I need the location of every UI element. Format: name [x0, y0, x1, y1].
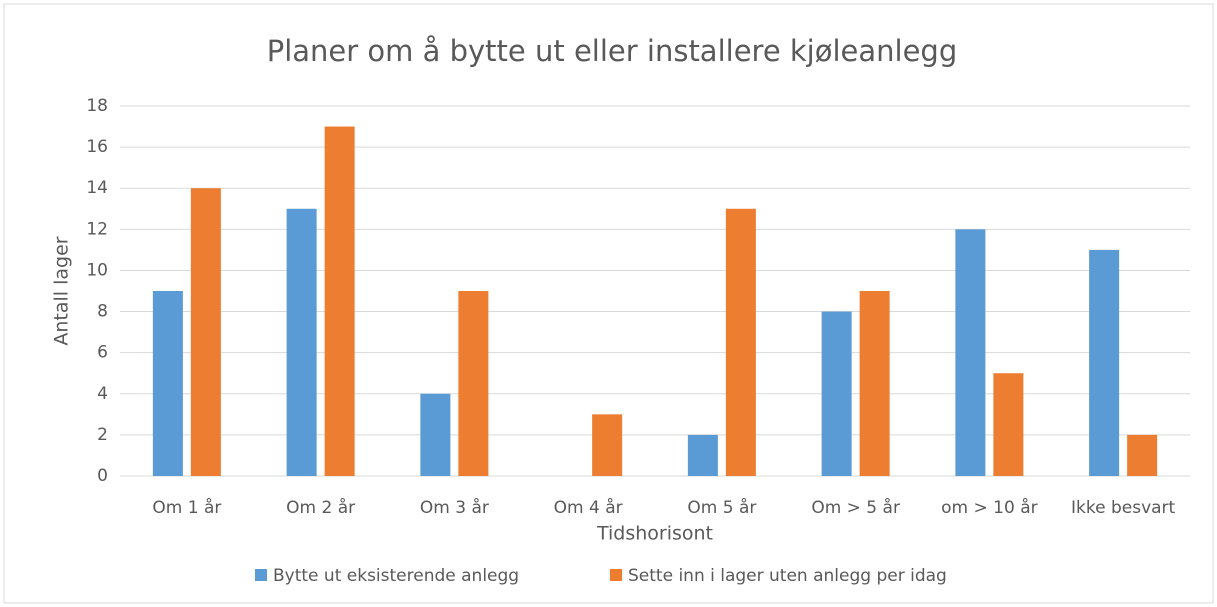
- legend-label: Sette inn i lager uten anlegg per idag: [628, 566, 947, 586]
- y-axis-label: Antall lager: [51, 236, 73, 345]
- legend-swatch: [255, 569, 267, 581]
- bar: [190, 188, 221, 476]
- x-tick-label: Om > 5 år: [811, 497, 900, 518]
- y-tick-label: 4: [97, 384, 108, 404]
- bar: [955, 229, 986, 476]
- x-tick-label: Om 2 år: [286, 497, 355, 518]
- x-tick-label: Om 3 år: [420, 497, 489, 518]
- bar: [420, 393, 451, 476]
- y-tick-label: 18: [86, 96, 108, 116]
- bar: [859, 291, 890, 476]
- bar: [1089, 249, 1120, 476]
- y-tick-label: 14: [86, 178, 108, 198]
- bar: [993, 373, 1024, 476]
- x-tick-label: Om 1 år: [152, 497, 221, 518]
- y-tick-label: 10: [86, 260, 108, 280]
- bar: [324, 126, 355, 477]
- y-tick-label: 12: [86, 219, 108, 239]
- y-tick-label: 6: [97, 343, 108, 363]
- x-tick-label: Om 4 år: [554, 497, 623, 518]
- bar: [1127, 434, 1158, 476]
- y-tick-label: 8: [97, 302, 108, 322]
- bar: [821, 311, 852, 476]
- legend-label: Bytte ut eksisterende anlegg: [273, 566, 519, 586]
- y-tick-label: 16: [86, 137, 108, 157]
- x-tick-label: Ikke besvart: [1071, 498, 1176, 518]
- bar: [725, 208, 756, 476]
- bar: [687, 434, 718, 476]
- x-axis-label: Tidshorisont: [596, 523, 713, 545]
- x-tick-label: Om 5 år: [687, 497, 756, 518]
- bar: [592, 414, 623, 476]
- bar: [152, 291, 183, 476]
- bar: [286, 208, 317, 476]
- y-tick-label: 0: [97, 466, 108, 486]
- bar: [458, 291, 489, 476]
- x-tick-label: om > 10 år: [941, 497, 1037, 518]
- chart-title: Planer om å bytte ut eller installere kj…: [267, 34, 958, 68]
- y-tick-label: 2: [97, 425, 108, 445]
- legend-swatch: [610, 569, 622, 581]
